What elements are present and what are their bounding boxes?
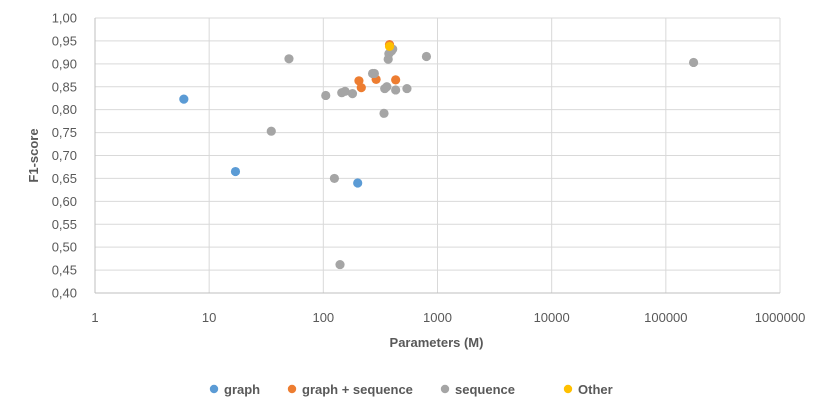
data-points bbox=[179, 39, 699, 270]
y-tick-label: 1,00 bbox=[52, 11, 77, 26]
y-tick-label: 0,65 bbox=[52, 171, 77, 186]
point-graph bbox=[230, 166, 241, 177]
point-sequence bbox=[402, 83, 412, 94]
point-graph bbox=[353, 178, 363, 188]
point-other bbox=[384, 41, 395, 52]
point-graph bbox=[179, 94, 189, 104]
y-axis-title: F1-score bbox=[26, 128, 41, 182]
point-sequence bbox=[266, 126, 276, 136]
legend-marker-other bbox=[563, 384, 573, 394]
x-tick-label: 100000 bbox=[644, 310, 687, 325]
point-sequence bbox=[340, 86, 350, 96]
x-tick-label: 1000000 bbox=[755, 310, 806, 325]
point-sequence bbox=[347, 89, 358, 99]
x-tick-label: 1000 bbox=[423, 310, 452, 325]
point-sequence bbox=[369, 68, 379, 79]
y-tick-label: 0,75 bbox=[52, 125, 77, 140]
x-tick-label: 10000 bbox=[534, 310, 570, 325]
x-tick-label: 1 bbox=[91, 310, 98, 325]
legend-marker-graph-sequence bbox=[287, 384, 297, 394]
x-axis-tick-labels: 1 10 100 1000 10000 100000 1000000 bbox=[91, 310, 805, 325]
y-tick-label: 0,70 bbox=[52, 148, 77, 163]
point-sequence bbox=[391, 85, 401, 95]
y-tick-label: 0,85 bbox=[52, 79, 77, 94]
point-graph-sequence bbox=[391, 75, 401, 85]
legend-label-graph: graph bbox=[224, 382, 260, 397]
x-tick-label: 10 bbox=[202, 310, 216, 325]
axes bbox=[94, 18, 780, 294]
y-tick-label: 0,95 bbox=[52, 33, 77, 48]
x-tick-label: 100 bbox=[312, 310, 334, 325]
legend-marker-sequence bbox=[440, 384, 450, 394]
y-tick-label: 0,50 bbox=[52, 240, 77, 255]
point-sequence bbox=[284, 54, 294, 64]
point-sequence bbox=[321, 90, 331, 101]
legend-label-graph-sequence: graph + sequence bbox=[302, 382, 413, 397]
point-sequence bbox=[382, 82, 392, 92]
y-tick-label: 0,60 bbox=[52, 194, 77, 209]
point-sequence bbox=[421, 51, 432, 62]
point-sequence bbox=[329, 173, 339, 184]
point-sequence bbox=[335, 259, 345, 270]
x-axis-title: Parameters (M) bbox=[390, 335, 484, 350]
y-tick-label: 0,40 bbox=[52, 286, 77, 301]
gridlines bbox=[95, 17, 781, 293]
legend: graph graph + sequence sequence Other bbox=[209, 382, 613, 397]
y-tick-label: 0,90 bbox=[52, 56, 77, 71]
legend-label-other: Other bbox=[578, 382, 613, 397]
y-axis-tick-labels: 0,40 0,45 0,50 0,55 0,60 0,65 0,70 0,75 0,80 0,85… bbox=[52, 11, 77, 301]
y-tick-label: 0,45 bbox=[52, 263, 77, 278]
legend-marker-graph bbox=[209, 384, 219, 394]
point-graph-sequence bbox=[356, 83, 366, 93]
legend-label-sequence: sequence bbox=[455, 382, 515, 397]
point-sequence bbox=[688, 57, 699, 68]
point-sequence bbox=[379, 108, 389, 118]
y-tick-label: 0,55 bbox=[52, 217, 77, 232]
y-tick-label: 0,80 bbox=[52, 102, 77, 117]
